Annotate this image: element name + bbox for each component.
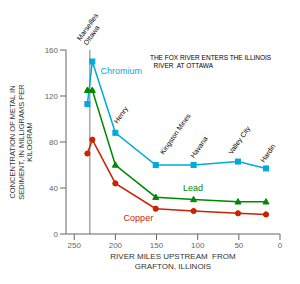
svg-text:80: 80 bbox=[49, 138, 58, 147]
svg-text:0: 0 bbox=[278, 241, 283, 250]
svg-text:150: 150 bbox=[150, 241, 164, 250]
svg-text:THE FOX RIVER ENTERS THE ILLIN: THE FOX RIVER ENTERS THE ILLINOIS RIVER … bbox=[150, 54, 272, 68]
svg-text:Henry: Henry bbox=[113, 105, 131, 125]
html-text:CONCENTRATION OF METAL IN SEDI: CONCENTRATION OF METAL IN SEDIMENT, IN M… bbox=[8, 84, 35, 200]
svg-text:Copper: Copper bbox=[124, 213, 154, 223]
html-text:RIVER MILES UPSTREAM FROM GRAF: RIVER MILES UPSTREAM FROM GRAFTON, ILLIN… bbox=[110, 252, 236, 271]
svg-text:Havana: Havana bbox=[189, 135, 209, 159]
svg-text:Lead: Lead bbox=[183, 183, 203, 193]
svg-text:0: 0 bbox=[54, 230, 59, 239]
svg-text:50: 50 bbox=[234, 241, 243, 250]
svg-text:Valley City: Valley City bbox=[227, 124, 253, 156]
svg-text:MarseillesOttawa: MarseillesOttawa bbox=[76, 11, 107, 46]
svg-text:Kingston Mines: Kingston Mines bbox=[159, 112, 193, 156]
svg-text:40: 40 bbox=[49, 184, 58, 193]
svg-text:Chromium: Chromium bbox=[101, 66, 143, 76]
svg-text:Hardin: Hardin bbox=[259, 143, 277, 164]
svg-text:200: 200 bbox=[109, 241, 123, 250]
svg-text:100: 100 bbox=[191, 241, 205, 250]
svg-text:160: 160 bbox=[45, 46, 59, 55]
svg-text:120: 120 bbox=[45, 92, 59, 101]
svg-text:250: 250 bbox=[68, 241, 82, 250]
